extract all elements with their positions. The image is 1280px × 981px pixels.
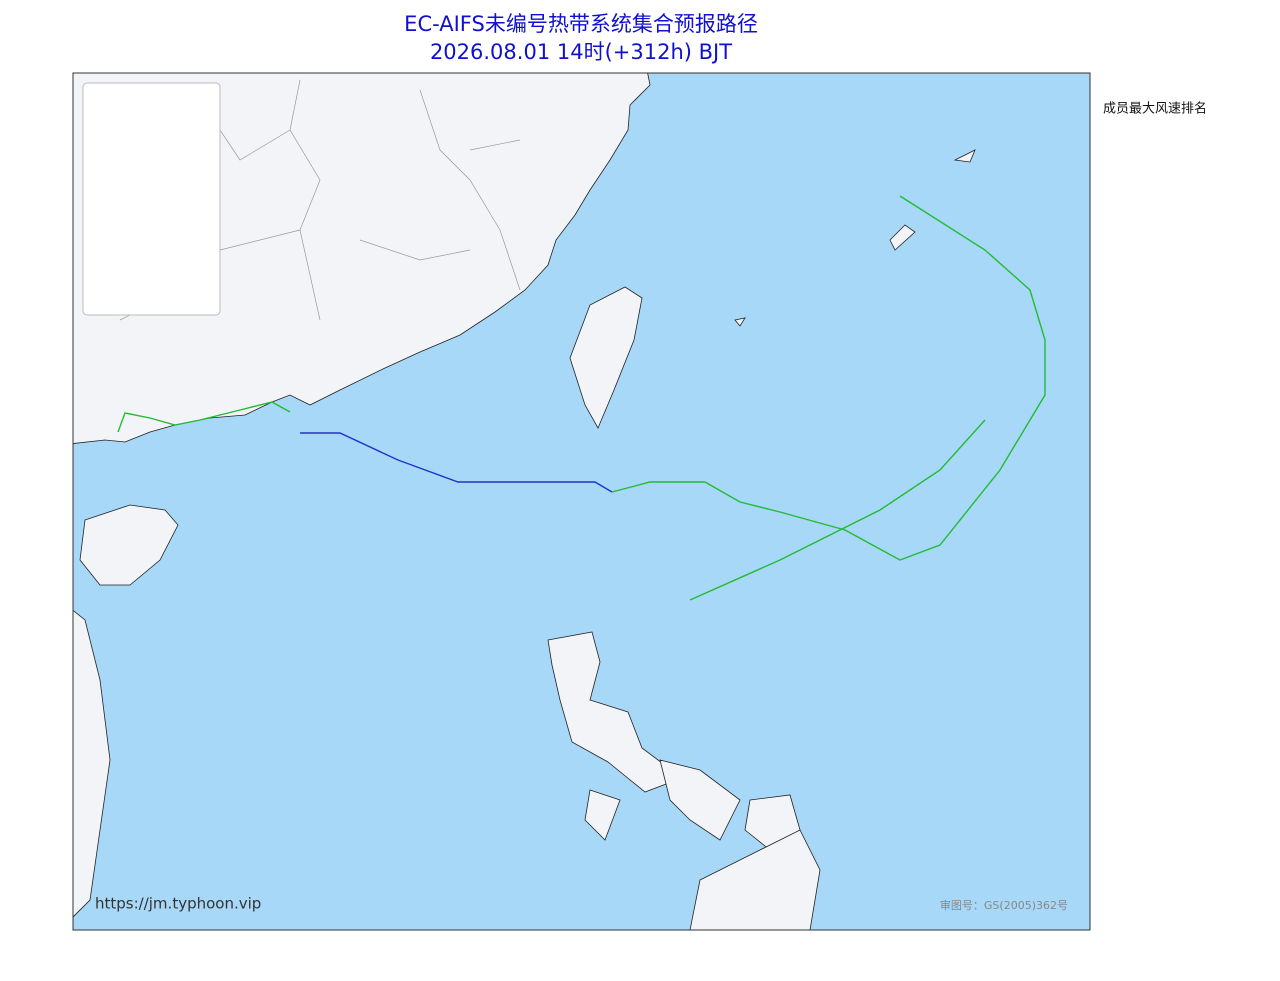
source-url: https://jm.typhoon.vip bbox=[95, 895, 261, 913]
track bbox=[611, 195, 1046, 561]
vietnam bbox=[73, 609, 111, 918]
track bbox=[689, 419, 986, 601]
legend bbox=[82, 82, 221, 316]
track bbox=[117, 401, 291, 433]
hainan bbox=[79, 504, 179, 586]
title: EC-AIFS未编号热带系统集合预报路径 bbox=[404, 12, 758, 36]
subtitle: 2026.08.01 14时(+312h) BJT bbox=[430, 40, 732, 64]
visayas bbox=[584, 759, 801, 851]
approval-number: 审图号：GS(2005)362号 bbox=[940, 898, 1068, 912]
ryukyu bbox=[734, 149, 976, 327]
ranking-title: 成员最大风速排名 bbox=[1103, 101, 1207, 117]
mindanao bbox=[689, 829, 821, 930]
taiwan bbox=[569, 286, 643, 429]
frame bbox=[72, 72, 1091, 931]
track bbox=[300, 432, 613, 493]
